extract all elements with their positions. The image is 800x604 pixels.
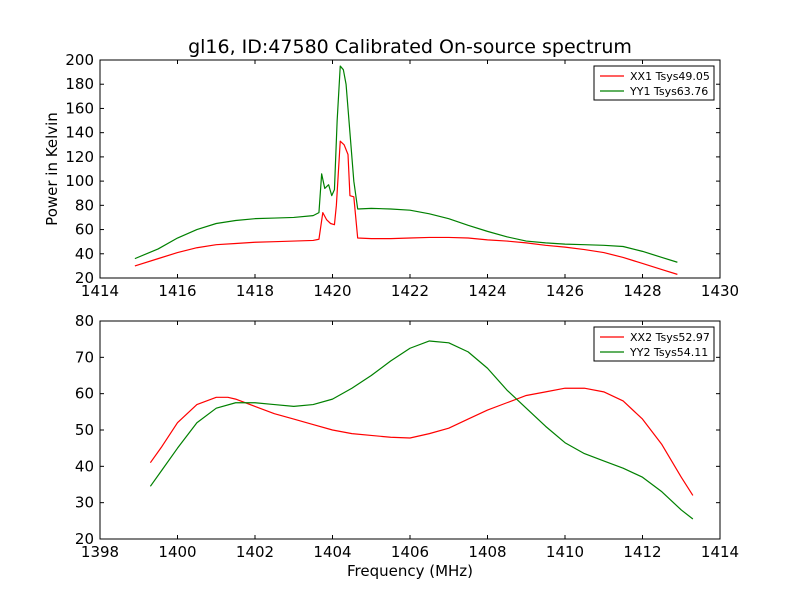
y-tick-label: 70 xyxy=(75,348,94,366)
y-tick-label: 40 xyxy=(75,245,94,263)
x-tick-label: 1420 xyxy=(313,282,351,300)
y-tick-label: 30 xyxy=(75,494,94,512)
series-line-green xyxy=(134,65,678,263)
legend-entry-label: YY1 Tsys63.76 xyxy=(629,85,708,98)
x-tick-label: 1422 xyxy=(391,282,429,300)
y-tick-label: 40 xyxy=(75,457,94,475)
x-tick-label: 1406 xyxy=(391,543,429,561)
x-tick-label: 1414 xyxy=(701,543,739,561)
x-tick-label: 1430 xyxy=(701,282,739,300)
y-tick-label: 180 xyxy=(65,75,94,93)
legend-box xyxy=(593,326,715,362)
x-tick-label: 1404 xyxy=(313,543,351,561)
x-tick-label: 1424 xyxy=(468,282,506,300)
top-panel: 1414 1416 1418 1420 1422 1424 1426 1428 1430 20 40… xyxy=(43,51,739,300)
y-tick-label: 160 xyxy=(65,99,94,117)
chart-title: gl16, ID:47580 Calibrated On-source spec… xyxy=(188,36,632,58)
y-tick-label: 100 xyxy=(65,172,94,190)
y-tick-label: 60 xyxy=(75,221,94,239)
y-tick-label: 120 xyxy=(65,148,94,166)
y-tick-label: 50 xyxy=(75,421,94,439)
y-tick-label: 200 xyxy=(65,51,94,69)
legend-entry-label: XX2 Tsys52.97 xyxy=(630,331,710,344)
bottom-panel: 1398 1400 1402 1404 1406 1408 1410 1412 1414 20 30… xyxy=(75,312,739,580)
x-tick-label: 1426 xyxy=(546,282,584,300)
x-tick-label: 1398 xyxy=(81,543,119,561)
series-line-red xyxy=(149,387,694,496)
y-tick-label: 140 xyxy=(65,124,94,142)
y-axis-label: Power in Kelvin xyxy=(43,112,61,226)
x-tick-label: 1412 xyxy=(623,543,661,561)
x-tick-label: 1402 xyxy=(236,543,274,561)
x-tick-label: 1410 xyxy=(546,543,584,561)
legend: XX2 Tsys52.97 YY2 Tsys54.11 xyxy=(593,326,715,362)
legend-box xyxy=(593,65,715,101)
x-tick-label: 1408 xyxy=(468,543,506,561)
y-tick-label: 80 xyxy=(75,196,94,214)
y-tick-label: 20 xyxy=(75,530,94,548)
x-tick-label: 1428 xyxy=(623,282,661,300)
legend-entry-label: YY2 Tsys54.11 xyxy=(629,346,708,359)
series-line-red xyxy=(134,140,678,275)
legend: XX1 Tsys49.05 YY1 Tsys63.76 xyxy=(593,65,715,101)
x-axis-label: Frequency (MHz) xyxy=(347,562,473,580)
y-tick-label: 80 xyxy=(75,312,94,330)
series-line-green xyxy=(149,340,694,520)
x-tick-label: 1416 xyxy=(158,282,196,300)
y-tick-label: 60 xyxy=(75,385,94,403)
legend-entry-label: XX1 Tsys49.05 xyxy=(630,70,710,83)
x-tick-label: 1418 xyxy=(236,282,274,300)
x-tick-label: 1400 xyxy=(158,543,196,561)
y-tick-label: 20 xyxy=(75,269,94,287)
x-tick-label: 1414 xyxy=(81,282,119,300)
